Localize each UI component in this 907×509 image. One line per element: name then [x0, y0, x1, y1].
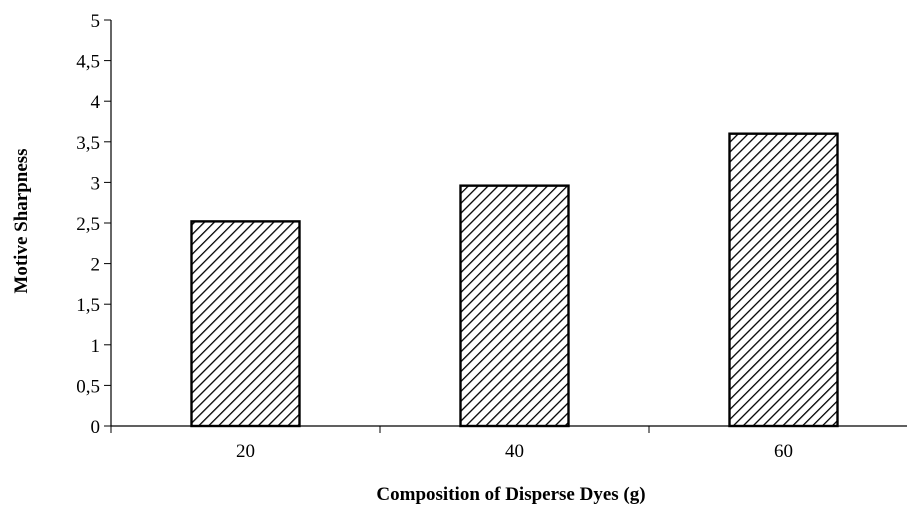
y-tick-label: 4	[91, 92, 101, 113]
y-tick-label: 0	[91, 417, 101, 438]
y-tick-label: 1,5	[76, 295, 100, 316]
y-tick-label: 2	[91, 255, 101, 276]
x-tick-label: 60	[774, 441, 793, 462]
tick-labels-layer: 0 0,5 1 1,5 2 2,5 3 3,5 4 4,5 5 20 40 60	[76, 11, 793, 462]
y-axis-title: Motive Sharpness	[11, 148, 32, 293]
y-tick-label: 3	[91, 173, 101, 194]
y-tick-label: 3,5	[76, 133, 100, 154]
y-tick-label: 4,5	[76, 52, 100, 73]
y-tick-label: 0,5	[76, 376, 100, 397]
axes-layer	[104, 19, 907, 433]
x-tick-label: 20	[236, 441, 255, 462]
x-tick-label: 40	[505, 441, 524, 462]
bar-60	[728, 132, 839, 428]
y-tick-label: 5	[91, 11, 101, 32]
y-tick-label: 2,5	[76, 214, 100, 235]
x-axis-title: Composition of Disperse Dyes (g)	[376, 484, 645, 505]
bars-layer	[190, 132, 839, 428]
bar-40	[459, 184, 570, 428]
y-tick-label: 1	[91, 336, 101, 357]
bar-20	[190, 220, 301, 428]
